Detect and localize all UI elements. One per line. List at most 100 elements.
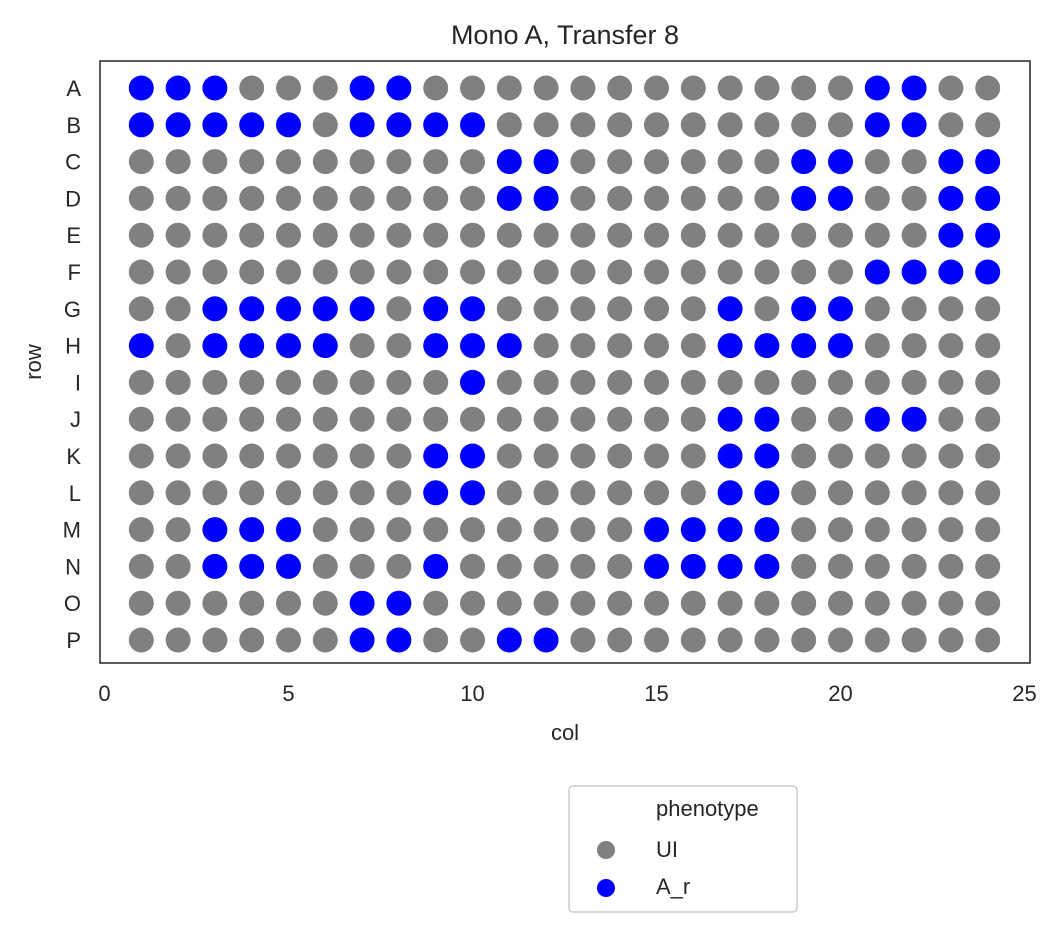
well-point-K10-a-r (460, 443, 485, 469)
well-point-N8-ui (386, 553, 412, 579)
well-point-G1-ui (128, 296, 154, 322)
well-point-M9-ui (423, 517, 449, 543)
well-point-M18-a-r (754, 517, 780, 543)
well-point-G22-ui (901, 296, 927, 322)
well-point-F16-ui (680, 259, 706, 285)
well-point-D22-ui (901, 185, 927, 211)
well-point-A16-ui (680, 75, 706, 101)
well-point-P1-ui (128, 627, 154, 653)
legend: phenotype UI A_r (568, 785, 798, 913)
y-tick-label: J (70, 407, 81, 432)
well-point-L10-a-r (460, 480, 485, 506)
well-point-A13-ui (570, 75, 596, 101)
well-point-N7-ui (349, 553, 375, 579)
well-point-N19-ui (791, 553, 817, 579)
well-point-A6-ui (312, 75, 338, 101)
well-point-A11-ui (496, 75, 522, 101)
well-point-C8-ui (386, 149, 412, 175)
well-point-G19-a-r (791, 296, 817, 322)
well-point-G17-a-r (717, 296, 743, 322)
well-point-H13-ui (570, 333, 596, 359)
well-point-D16-ui (680, 185, 706, 211)
well-point-G23-ui (938, 296, 964, 322)
well-point-G2-ui (165, 296, 191, 322)
well-point-J14-ui (607, 406, 633, 432)
well-point-O15-ui (644, 590, 669, 616)
well-point-E3-ui (202, 222, 228, 248)
well-point-I24-ui (975, 369, 1001, 395)
y-tick-label: I (75, 370, 81, 395)
well-point-F14-ui (607, 259, 633, 285)
well-point-J4-ui (239, 406, 265, 432)
well-point-F20-ui (828, 259, 853, 285)
well-point-B10-a-r (460, 112, 485, 138)
well-point-N4-a-r (239, 553, 265, 579)
well-point-B23-ui (938, 112, 964, 138)
x-tick-label: 20 (828, 681, 852, 706)
well-point-P19-ui (791, 627, 817, 653)
y-tick-label: P (66, 628, 81, 653)
well-point-E20-ui (828, 222, 853, 248)
well-point-L17-a-r (717, 480, 743, 506)
well-point-P20-ui (828, 627, 853, 653)
well-point-K13-ui (570, 443, 596, 469)
well-point-D9-ui (423, 185, 449, 211)
well-point-K11-ui (496, 443, 522, 469)
well-point-G18-ui (754, 296, 780, 322)
well-point-H18-a-r (754, 333, 780, 359)
well-point-E7-ui (349, 222, 375, 248)
well-point-E13-ui (570, 222, 596, 248)
well-point-L19-ui (791, 480, 817, 506)
well-point-B17-ui (717, 112, 743, 138)
well-point-D24-a-r (975, 185, 1001, 211)
well-point-I13-ui (570, 369, 596, 395)
well-point-P11-a-r (496, 627, 522, 653)
well-point-M22-ui (901, 517, 927, 543)
well-point-P13-ui (570, 627, 596, 653)
well-point-A20-ui (828, 75, 853, 101)
well-point-L15-ui (644, 480, 669, 506)
legend-marker-ui (597, 841, 615, 859)
well-point-C9-ui (423, 149, 449, 175)
well-point-B7-a-r (349, 112, 375, 138)
well-point-I14-ui (607, 369, 633, 395)
well-point-I23-ui (938, 369, 964, 395)
well-point-B11-ui (496, 112, 522, 138)
well-point-M19-ui (791, 517, 817, 543)
well-point-O17-ui (717, 590, 743, 616)
well-point-N2-ui (165, 553, 191, 579)
well-point-G24-ui (975, 296, 1001, 322)
well-point-I8-ui (386, 369, 412, 395)
well-point-E10-ui (460, 222, 485, 248)
well-point-G10-a-r (460, 296, 485, 322)
well-point-A24-ui (975, 75, 1001, 101)
well-point-L3-ui (202, 480, 228, 506)
well-point-P17-ui (717, 627, 743, 653)
well-point-M1-ui (128, 517, 154, 543)
well-point-P15-ui (644, 627, 669, 653)
well-point-O16-ui (680, 590, 706, 616)
well-point-E2-ui (165, 222, 191, 248)
well-point-O22-ui (901, 590, 927, 616)
well-point-K16-ui (680, 443, 706, 469)
well-point-N22-ui (901, 553, 927, 579)
well-point-H10-a-r (460, 333, 485, 359)
well-point-J13-ui (570, 406, 596, 432)
well-point-J18-a-r (754, 406, 780, 432)
well-point-L14-ui (607, 480, 633, 506)
well-point-F10-ui (460, 259, 485, 285)
well-point-I1-ui (128, 369, 154, 395)
well-point-B4-a-r (239, 112, 265, 138)
well-point-D12-a-r (533, 185, 559, 211)
well-point-H15-ui (644, 333, 669, 359)
well-point-K2-ui (165, 443, 191, 469)
well-point-J8-ui (386, 406, 412, 432)
well-point-M2-ui (165, 517, 191, 543)
well-point-A1-a-r (128, 75, 154, 101)
x-tick-label: 25 (1012, 681, 1036, 706)
well-point-N12-ui (533, 553, 559, 579)
well-point-F24-a-r (975, 259, 1001, 285)
well-point-H6-a-r (312, 333, 338, 359)
well-point-D5-ui (276, 185, 301, 211)
